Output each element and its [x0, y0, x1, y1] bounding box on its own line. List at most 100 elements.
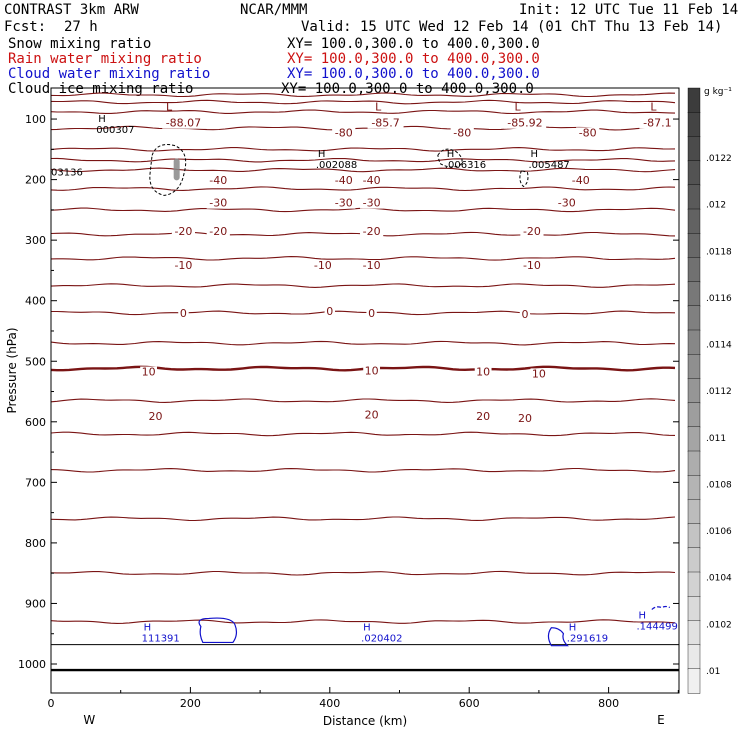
colorbar-swatch: [687, 87, 701, 113]
temperature-contour-line: [50, 431, 676, 437]
fcst-label: Fcst:: [4, 19, 47, 35]
colorbar-swatch: [687, 426, 701, 452]
contour-label: -10: [314, 259, 332, 272]
colorbar-swatch: [687, 547, 701, 573]
contour-label: -30: [209, 197, 227, 210]
contour-label-bg: [360, 175, 384, 187]
contour-label-bg: [555, 197, 579, 209]
contour-label: 0: [521, 308, 528, 321]
contour-label-bg: [576, 127, 600, 139]
contour-label: -20: [174, 225, 192, 238]
high-marker-value: 03136: [51, 167, 83, 178]
colorbar-swatch: [687, 523, 701, 549]
colorbar-swatch: [687, 402, 701, 428]
org-label: NCAR/MMM: [240, 2, 308, 18]
colorbar-label: .011: [706, 434, 726, 444]
colorbar-label: .01: [706, 667, 720, 677]
contour-label-bg: [332, 197, 356, 209]
colorbar-label: .0108: [706, 480, 732, 490]
temperature-contour-line: [50, 109, 676, 115]
contour-label-bg: [516, 413, 534, 425]
colorbar-label: .0102: [706, 620, 732, 630]
temperature-contour-line: [50, 467, 676, 473]
high-marker-value: .005487: [528, 160, 569, 171]
x-end-label-west: W: [83, 713, 95, 727]
high-marker-value: .291619: [567, 634, 608, 645]
temperature-contour-line: [50, 147, 676, 152]
temperature-contour-line: [50, 256, 676, 261]
low-marker: L: [650, 101, 657, 114]
colorbar-swatch: [687, 499, 701, 525]
contour-label-bg: [360, 197, 384, 209]
contour-label-bg: [324, 306, 335, 318]
legend-rain-label: Rain water mixing ratio: [8, 51, 202, 67]
contour-label: -80: [335, 126, 353, 139]
contour-label: -10: [174, 259, 192, 272]
high-marker: H: [569, 623, 577, 634]
temperature-contour-line: [50, 125, 676, 131]
model-title: CONTRAST 3km ARW: [4, 2, 139, 18]
temperature-contour-line: [50, 570, 676, 576]
high-marker: H: [318, 149, 326, 160]
contour-label: 20: [365, 409, 379, 422]
contour-label-bg: [311, 260, 335, 272]
colorbar-label: .0104: [706, 574, 732, 584]
colorbar-unit: g kg⁻¹: [704, 87, 732, 97]
contour-label-bg: [474, 366, 492, 378]
contour-label: -10: [363, 259, 381, 272]
colorbar-swatch: [687, 281, 701, 307]
colorbar-swatch: [687, 232, 701, 259]
temperature-contour-line: [50, 516, 676, 522]
y-axis-title: Pressure (hPa): [5, 327, 19, 413]
cloud-water-contour: [651, 605, 671, 610]
x-tick-label: 800: [598, 697, 619, 710]
temperature-contour-line: [50, 619, 676, 624]
colorbar-label: .0118: [706, 247, 732, 257]
contour-label: -40: [572, 174, 590, 187]
contour-label-bg: [450, 127, 474, 139]
contour-label: 0: [368, 307, 375, 320]
contour-label: 10: [532, 367, 546, 380]
x-tick-label: 600: [459, 697, 480, 710]
temperature-contour-line: [50, 186, 676, 192]
colorbar-swatch: [687, 329, 701, 355]
contour-label: -80: [579, 126, 597, 139]
contour-label: 0: [326, 305, 333, 318]
high-marker: H: [447, 149, 455, 160]
valid-time: Valid: 15 UTC Wed 12 Feb 14 (01 ChT Thu …: [301, 19, 723, 35]
contour-label-bg: [363, 365, 381, 377]
colorbar-swatch: [687, 644, 701, 670]
y-tick-label: 800: [25, 537, 46, 550]
contour-label: -80: [453, 126, 471, 139]
contour-label-bg: [520, 226, 544, 238]
high-marker: H: [638, 611, 646, 622]
colorbar-label: .0112: [706, 387, 732, 397]
plot-frame: [50, 87, 680, 694]
ice-shading: [173, 158, 180, 181]
contour-label-bg: [519, 309, 531, 321]
high-marker: H: [530, 149, 538, 160]
contour-label: -40: [335, 174, 353, 187]
contour-label-bg: [332, 175, 356, 187]
contour-label-bg: [332, 127, 356, 139]
contour-label: -30: [558, 197, 576, 210]
colorbar-swatch: [687, 596, 701, 622]
colorbar-swatch: [687, 160, 701, 186]
contour-label: -88.07: [166, 117, 201, 130]
high-marker-value: 111391: [142, 634, 180, 645]
colorbar-label: .012: [706, 201, 726, 211]
legend-cloudice-xy: XY= 100.0,300.0 to 400.0,300.0: [281, 81, 534, 97]
colorbar-swatch: [687, 450, 701, 476]
init-time: Init: 12 UTC Tue 11 Feb 14: [519, 2, 739, 18]
temperature-contour-line: [50, 167, 676, 173]
contour-label: -10: [523, 259, 541, 272]
contour-label: 20: [476, 410, 490, 423]
contour-label-bg: [206, 197, 230, 209]
contour-label-bg: [178, 307, 189, 319]
contour-label: -30: [363, 197, 381, 210]
contour-label: -20: [209, 225, 227, 238]
y-tick-label: 500: [25, 355, 46, 368]
high-marker-value: 000307: [96, 125, 134, 136]
contour-label: -85.92: [507, 117, 542, 130]
